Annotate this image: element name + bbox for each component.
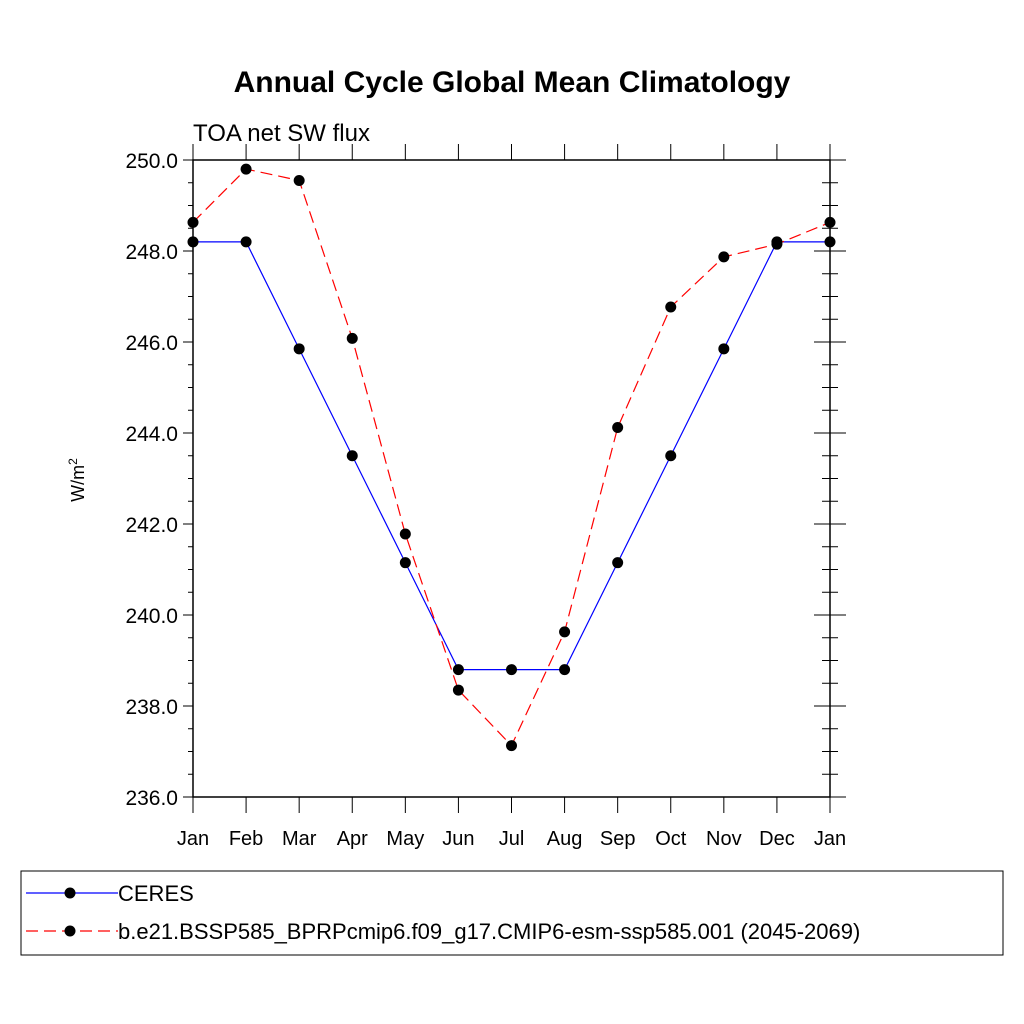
series-2-point — [665, 301, 677, 313]
series-lines — [192, 168, 831, 747]
series-1-point — [612, 557, 624, 569]
y-tick-label: 242.0 — [125, 514, 178, 537]
series-2-point — [771, 238, 783, 250]
x-tick-labels: Jan Feb Mar Apr May Jun Jul Aug Sep Oct Nov Dec Jan — [177, 828, 846, 850]
y-axis-label: W/m2 — [66, 458, 88, 502]
x-tick-label: Feb — [229, 828, 263, 850]
y-tick-labels: 236.0 238.0 240.0 242.0 244.0 246.0 248.0 250.0 — [125, 150, 178, 810]
series-2-point — [240, 163, 252, 175]
series-2-point — [293, 174, 305, 186]
x-tick-label: May — [386, 828, 424, 850]
series-1-point — [718, 343, 730, 355]
axis-ticks — [183, 144, 846, 813]
chart-subtitle: TOA net SW flux — [193, 120, 370, 147]
legend-marker-1 — [64, 887, 76, 899]
y-tick-label: 240.0 — [125, 605, 178, 628]
x-tick-label: Dec — [759, 828, 795, 850]
series-1-point — [452, 664, 464, 676]
x-tick-label: Jan — [177, 828, 209, 850]
series-2-point — [612, 422, 624, 434]
series-line-2 — [192, 168, 831, 747]
x-tick-label: Mar — [282, 828, 317, 850]
x-tick-label: Jun — [442, 828, 474, 850]
series-line-1 — [193, 241, 830, 671]
y-tick-label: 246.0 — [125, 332, 178, 355]
legend-box — [20, 870, 1004, 956]
legend-label-2: b.e21.BSSP585_BPRPcmip6.f09_g17.CMIP6-es… — [118, 919, 860, 944]
chart-title: Annual Cycle Global Mean Climatology — [234, 66, 791, 99]
x-tick-label: Oct — [655, 828, 687, 850]
series-2-point — [506, 740, 517, 752]
x-tick-label: Aug — [547, 828, 583, 850]
plot-area-frame — [192, 159, 831, 798]
series-2-point — [399, 528, 411, 540]
series-2-point — [559, 626, 571, 638]
y-tick-label: 248.0 — [125, 241, 178, 264]
series-1-point — [293, 343, 305, 355]
y-tick-label: 244.0 — [125, 423, 178, 446]
series-2-point — [346, 332, 358, 344]
legend: CERES b.e21.BSSP585_BPRPcmip6.f09_g17.CMI… — [20, 870, 1004, 956]
series-1-point — [665, 450, 677, 462]
y-tick-label: 238.0 — [125, 696, 178, 719]
series-1-point — [240, 236, 252, 248]
x-tick-label: Nov — [706, 828, 742, 850]
y-tick-label: 250.0 — [125, 150, 178, 173]
y-axis-label-superscript: 2 — [66, 458, 80, 465]
series-2-point — [718, 251, 730, 263]
y-axis-label-unit: W/m — [68, 465, 88, 502]
y-tick-label: 236.0 — [125, 787, 178, 810]
series-1-point — [506, 664, 517, 676]
legend-label-1: CERES — [118, 881, 194, 906]
legend-items: CERES b.e21.BSSP585_BPRPcmip6.f09_g17.CMI… — [26, 881, 860, 944]
series-2-point — [452, 684, 464, 696]
x-tick-label: Sep — [600, 828, 636, 850]
series-1-point — [399, 557, 411, 569]
legend-marker-2 — [64, 925, 76, 937]
x-tick-label: Jul — [499, 828, 525, 850]
x-tick-label: Jan — [814, 828, 846, 850]
series-1-point — [346, 450, 358, 462]
x-tick-label: Apr — [337, 828, 368, 850]
series-1-point — [559, 664, 571, 676]
series-points — [187, 163, 836, 752]
